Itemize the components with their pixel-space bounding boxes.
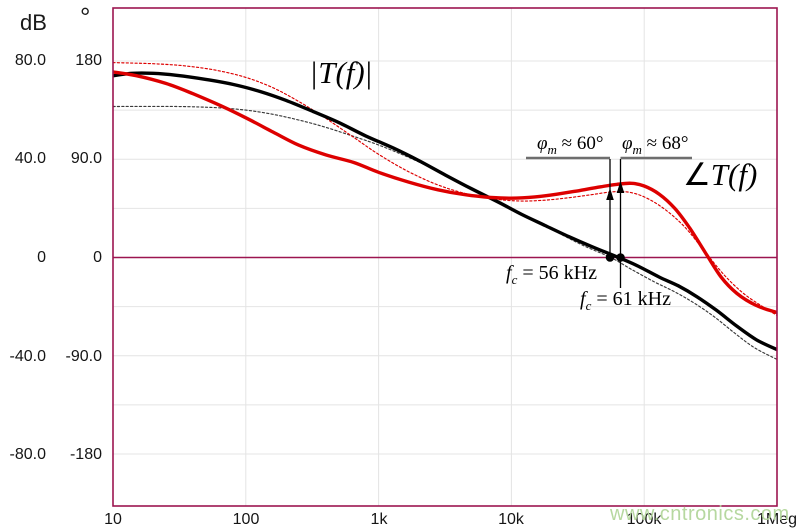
phase-curve-label: ∠T(f) [683,157,758,192]
phase-margin-label-60: φm ≈ 60° [537,133,604,157]
deg-tick-n90: -90.0 [65,348,102,365]
db-tick-0: 0 [37,249,46,266]
phase-margin-arrow-60 [606,188,614,200]
angle-symbol: ∠ [683,157,711,192]
crossover-label-61k: fc = 61 kHz [580,288,671,313]
db-tick-40: 40.0 [14,150,46,167]
deg-tick-90: 90.0 [70,150,102,167]
freq-tick-100k: 100k [626,511,662,528]
freq-tick-1k: 1k [370,511,388,528]
phase-curve-model [113,62,777,316]
freq-tick-1meg: 1Meg [756,511,798,528]
db-tick-n80: -80.0 [9,446,46,463]
db-axis-unit: dB [20,10,47,35]
crossover-label-56k: fc = 56 kHz [506,262,597,287]
deg-tick-180: 180 [75,52,102,69]
db-tick-80: 80.0 [14,52,46,69]
plot-frame [112,7,778,507]
phase-curve-measured [113,70,777,315]
gain-curve-label: |T(f)| [311,55,372,90]
watermark: www.cntronics.com [610,503,790,525]
freq-tick-10k: 10k [498,511,524,528]
deg-axis-unit: ° [80,2,91,32]
deg-tick-n180: -180 [69,446,102,463]
phase-margin-arrow-68 [616,181,625,193]
phase-margin-label-68: φm ≈ 68° [622,133,689,157]
db-tick-n40: -40.0 [9,348,46,365]
freq-tick-10: 10 [104,511,122,528]
gridlines [113,8,777,506]
curves [113,62,777,360]
crossover-dot-61k [616,253,625,262]
annotation-graphics [526,156,692,288]
gain-curve-measured [113,71,777,352]
crossover-dot-56k [605,253,615,262]
freq-tick-100: 100 [232,511,260,528]
deg-tick-0: 0 [93,249,102,266]
